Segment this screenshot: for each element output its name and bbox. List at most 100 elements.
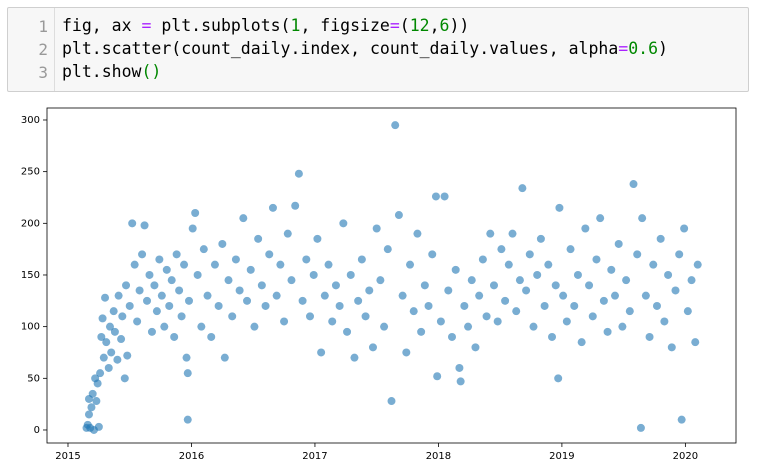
line-numbers: 1 2 3 [8, 8, 55, 91]
scatter-point [675, 250, 684, 259]
scatter-point [622, 276, 631, 285]
scatter-point [383, 245, 392, 254]
scatter-point [361, 312, 370, 321]
scatter-point [261, 301, 270, 310]
y-tick-label: 50 [27, 373, 40, 384]
scatter-point [588, 312, 597, 321]
scatter-point [101, 293, 110, 302]
scatter-point [475, 291, 484, 300]
scatter-point [182, 353, 191, 362]
x-tick-label: 2019 [549, 451, 574, 462]
scatter-point [231, 255, 240, 264]
scatter-point [220, 353, 229, 362]
scatter-point [197, 322, 206, 331]
scatter-point [398, 291, 407, 300]
y-tick-label: 100 [21, 322, 40, 333]
scatter-point [599, 296, 608, 305]
scatter-point [122, 281, 131, 290]
scatter-point [365, 286, 374, 295]
code-token: 6 [439, 16, 450, 35]
scatter-point [102, 338, 111, 347]
code-token: = [141, 16, 152, 35]
x-tick-label: 2015 [55, 451, 80, 462]
scatter-point [147, 327, 156, 336]
scatter-point [394, 211, 403, 220]
scatter-point [649, 260, 658, 269]
scatter-point [302, 255, 311, 264]
scatter-point [497, 245, 506, 254]
scatter-point [518, 184, 527, 193]
scatter-point [460, 301, 469, 310]
code-token: )) [449, 16, 470, 35]
scatter-point [677, 415, 686, 424]
scatter-point [172, 250, 181, 259]
scatter-point [150, 281, 159, 290]
scatter-point [554, 374, 563, 383]
y-tick-label: 150 [21, 270, 40, 281]
scatter-point [387, 397, 396, 406]
scatter-point [199, 245, 208, 254]
scatter-point [372, 224, 381, 233]
code-line: plt.show() [62, 62, 161, 81]
scatter-point [683, 307, 692, 316]
scatter-point [175, 286, 184, 295]
scatter-point [335, 301, 344, 310]
scatter-point [691, 338, 700, 347]
y-tick-label: 300 [21, 115, 40, 126]
scatter-point [618, 322, 627, 331]
scatter-point [508, 229, 517, 238]
scatter-point [424, 301, 433, 310]
scatter-point [291, 201, 300, 210]
scatter-point [607, 265, 616, 274]
scatter-point [157, 291, 166, 300]
x-tick-label: 2020 [673, 451, 698, 462]
code-token: 1 [290, 16, 301, 35]
scatter-point [84, 410, 93, 419]
line-number: 2 [38, 40, 48, 59]
scatter-point [409, 307, 418, 316]
scatter-point [184, 296, 193, 305]
scatter-point [280, 317, 289, 326]
scatter-point [436, 317, 445, 326]
x-tick-label: 2018 [426, 451, 451, 462]
scatter-point [120, 374, 129, 383]
scatter-point [162, 265, 171, 274]
scatter-point [155, 255, 164, 264]
scatter-point [246, 265, 255, 274]
y-tick-label: 0 [34, 425, 40, 436]
scatter-point [239, 214, 248, 223]
scatter-point [346, 270, 355, 279]
line-number: 1 [38, 17, 48, 36]
scatter-point [188, 224, 197, 233]
code-line: plt.scatter(count_daily.index, count_dai… [62, 39, 668, 58]
scatter-point [324, 260, 333, 269]
scatter-point [97, 332, 106, 341]
scatter-point [306, 312, 315, 321]
scatter-point [525, 250, 534, 259]
scatter-point [93, 379, 102, 388]
scatter-point [133, 317, 142, 326]
scatter-point [357, 255, 366, 264]
scatter-point [551, 281, 560, 290]
scatter-point [417, 327, 426, 336]
scatter-point [193, 270, 202, 279]
scatter-point [680, 224, 689, 233]
scatter-point [138, 250, 147, 259]
scatter-point [180, 260, 189, 269]
code-line: fig, ax = plt.subplots(1, figsize=(12,6)… [62, 16, 469, 35]
scatter-point [444, 286, 453, 295]
code-token: = [389, 16, 400, 35]
scatter-point [693, 260, 702, 269]
scatter-point [210, 260, 219, 269]
code-token: 0.6 [628, 39, 659, 58]
scatter-point [309, 270, 318, 279]
scatter-point [317, 348, 326, 357]
scatter-point [94, 422, 103, 431]
scatter-point [455, 363, 464, 372]
scatter-point [478, 255, 487, 264]
scatter-point [243, 296, 252, 305]
scatter-point [391, 121, 400, 130]
scatter-point [123, 351, 132, 360]
